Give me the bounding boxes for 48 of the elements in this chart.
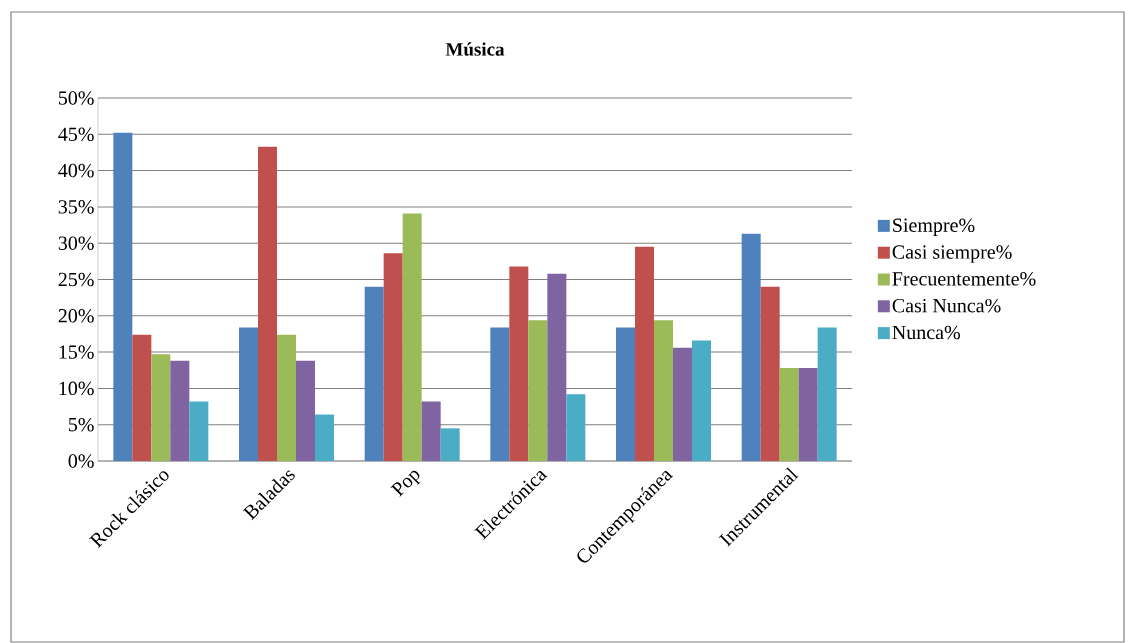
bar (151, 354, 171, 461)
bar (654, 320, 673, 461)
bar (170, 360, 190, 461)
bar (315, 414, 334, 461)
y-tick-label: 30% (58, 236, 94, 250)
bar (258, 146, 277, 461)
bar (239, 327, 258, 461)
y-tick-label: 10% (59, 381, 94, 396)
bar (817, 327, 837, 461)
bar (509, 266, 529, 461)
bar (528, 320, 548, 461)
legend-label: Siempre% (893, 218, 975, 237)
bar (692, 340, 711, 461)
legend-label: Casi siempre% (892, 245, 1012, 263)
y-tick-label: 50% (58, 91, 94, 105)
bar (132, 334, 152, 461)
bar (547, 273, 567, 461)
bar (421, 401, 441, 461)
y-tick-label: 5% (68, 417, 94, 432)
bar (760, 286, 780, 461)
bar (741, 233, 761, 461)
bar (440, 428, 460, 461)
bar (189, 401, 209, 461)
chart-title: Música (445, 42, 505, 56)
y-tick-label: 45% (58, 127, 94, 142)
bar (616, 327, 635, 461)
legend-label: Casi Nunca% (892, 298, 1001, 313)
bar (402, 213, 422, 461)
bar (635, 246, 654, 461)
legend-label: Nunca% (892, 325, 960, 340)
x-tick-label: Pop (390, 470, 421, 497)
bar (296, 360, 315, 461)
legend-label: Frecuentemente% (892, 272, 1036, 286)
y-tick-label: 25% (58, 272, 94, 287)
y-tick-label: 20% (58, 309, 94, 323)
y-tick-label: 40% (58, 163, 94, 178)
bar (277, 334, 296, 461)
bar (673, 347, 692, 461)
y-tick-label: 35% (58, 200, 94, 214)
bar (113, 132, 133, 461)
bar (490, 327, 510, 461)
bar (798, 368, 818, 461)
y-tick-label: 0% (68, 454, 94, 468)
bar (383, 253, 403, 461)
bar (779, 368, 799, 461)
bar (364, 286, 384, 461)
bar (566, 394, 586, 461)
y-tick-label: 15% (59, 345, 94, 359)
